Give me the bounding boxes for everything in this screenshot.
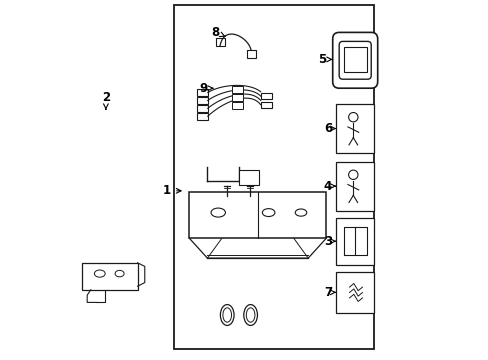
Bar xyxy=(174,5,373,349)
Bar xyxy=(197,105,207,112)
Bar xyxy=(246,50,255,58)
Bar xyxy=(197,97,207,104)
Text: 2: 2 xyxy=(102,91,110,109)
Text: 8: 8 xyxy=(211,26,225,39)
Bar xyxy=(260,102,271,108)
Text: 6: 6 xyxy=(323,122,335,135)
Text: 3: 3 xyxy=(323,235,335,248)
FancyBboxPatch shape xyxy=(339,41,370,79)
Bar xyxy=(231,94,242,101)
Bar xyxy=(343,47,366,72)
Bar xyxy=(231,102,242,109)
Bar xyxy=(81,263,137,290)
Text: 4: 4 xyxy=(323,180,335,193)
Bar xyxy=(197,113,207,120)
Bar xyxy=(336,104,373,153)
FancyBboxPatch shape xyxy=(332,32,377,88)
Text: 9: 9 xyxy=(199,82,213,95)
Bar xyxy=(197,89,207,96)
Text: 1: 1 xyxy=(163,184,181,197)
Bar xyxy=(336,162,373,211)
Bar xyxy=(239,170,258,185)
Bar xyxy=(260,93,271,99)
Bar xyxy=(189,192,325,238)
Bar xyxy=(336,272,373,313)
Bar xyxy=(231,86,242,93)
Bar xyxy=(336,218,373,265)
Text: 7: 7 xyxy=(323,286,335,299)
Text: 5: 5 xyxy=(318,53,331,66)
Bar xyxy=(215,38,224,46)
